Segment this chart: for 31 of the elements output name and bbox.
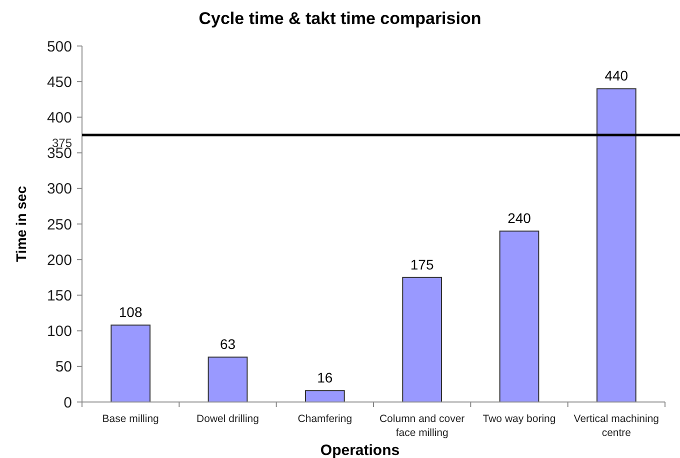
data-label: 440 [604, 68, 628, 84]
bar [402, 276, 442, 402]
data-label: 63 [220, 336, 236, 352]
x-tick-label: Two way boring [482, 413, 556, 425]
x-tick-label: Chamfering [298, 413, 352, 425]
data-label: 175 [410, 256, 434, 272]
y-tick-label: 100 [46, 323, 72, 340]
y-tick-label: 250 [46, 216, 72, 234]
y-tick-label: 400 [46, 109, 72, 126]
bar [304, 390, 345, 402]
y-tick-label: 50 [55, 358, 72, 376]
x-tick-label: Dowel drilling [196, 413, 260, 425]
y-axis-title: Time in sec [13, 186, 29, 262]
y-tick-label: 300 [46, 180, 72, 198]
x-tick-label: Column and cover face milling [379, 413, 466, 439]
x-axis-title: Operations [320, 442, 400, 458]
y-tick-label: 0 [64, 394, 72, 412]
x-tick-label: Base milling [102, 413, 160, 425]
bar [499, 230, 540, 402]
bar [110, 324, 151, 402]
y-tick-label: 200 [46, 252, 72, 269]
y-tick-label: 450 [46, 74, 72, 91]
x-tick-label: Vertical machining centre [574, 413, 660, 439]
bar [596, 88, 636, 402]
y-tick-label: 500 [46, 38, 72, 56]
data-label: 108 [118, 304, 142, 320]
data-label: 240 [508, 210, 532, 226]
bar [208, 356, 248, 402]
y-tick-label: 150 [46, 287, 72, 304]
data-label: 16 [317, 370, 333, 386]
chart-title: Cycle time & takt time comparision [198, 9, 482, 28]
